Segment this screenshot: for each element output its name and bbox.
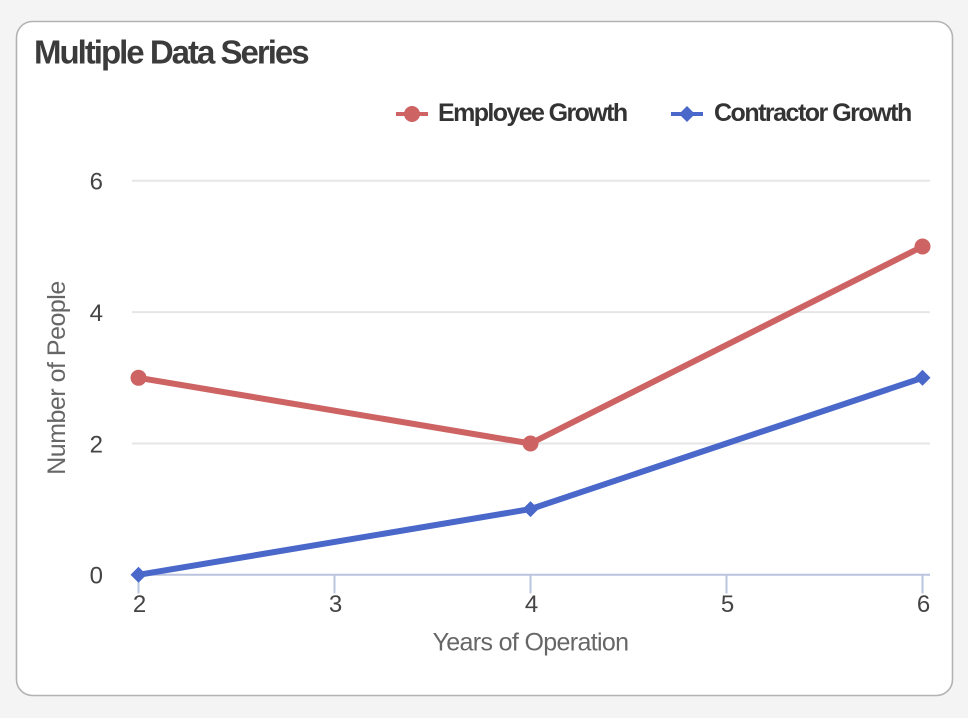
svg-text:Contractor Growth: Contractor Growth (714, 99, 911, 127)
svg-text:5: 5 (721, 591, 734, 618)
svg-text:Number of People: Number of People (43, 281, 71, 475)
svg-text:3: 3 (329, 591, 342, 618)
svg-text:4: 4 (90, 300, 103, 327)
svg-text:6: 6 (917, 591, 930, 618)
svg-text:4: 4 (525, 591, 538, 618)
svg-text:Years of Operation: Years of Operation (433, 629, 629, 657)
svg-text:2: 2 (90, 431, 103, 458)
svg-text:Multiple Data Series: Multiple Data Series (34, 34, 308, 71)
svg-text:0: 0 (90, 563, 103, 590)
svg-text:2: 2 (133, 591, 146, 618)
svg-text:6: 6 (90, 169, 103, 196)
svg-text:Employee Growth: Employee Growth (438, 99, 627, 127)
